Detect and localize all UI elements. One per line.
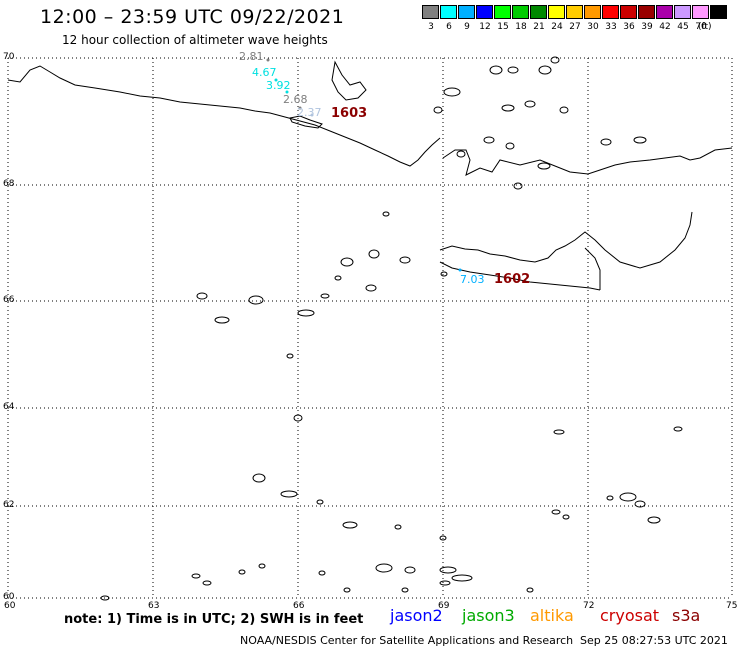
legend-value-label: 39 (641, 22, 653, 32)
legend-value-label: 3 (428, 22, 434, 32)
legend-swatch (422, 5, 439, 19)
lon-label-60: 60 (4, 601, 16, 611)
map-subtitle: 12 hour collection of altimeter wave hei… (62, 33, 328, 47)
legend-value-label: 6 (446, 22, 452, 32)
legend-swatch (458, 5, 475, 19)
lat-label-70: 70 (3, 52, 15, 62)
graticule (7, 57, 733, 599)
legend-swatch (602, 5, 619, 19)
lon-label-63: 63 (148, 601, 160, 611)
legend-unit: (ft) (698, 22, 712, 32)
lon-label-66: 66 (293, 601, 305, 611)
wave-height-label: 2.37 (297, 106, 322, 119)
legend-value-label: 12 (479, 22, 491, 32)
mission-jason3: jason3 (462, 606, 515, 625)
lakes (100, 56, 683, 601)
credit-line: NOAA/NESDIS Center for Satellite Applica… (240, 634, 574, 647)
map-title: 12:00 – 23:59 UTC 09/22/2021 (40, 6, 345, 28)
mission-cryosat: cryosat (600, 606, 660, 625)
altimeter-track (266, 58, 462, 272)
wave-height-label: 2.68 (283, 93, 308, 106)
legend-swatch (476, 5, 493, 19)
generated-timestamp: Sep 25 08:27:53 UTC 2021 (580, 634, 728, 647)
mission-s3a: s3a (672, 606, 701, 625)
legend-value-label: 15 (497, 22, 509, 32)
legend-value-label: 42 (659, 22, 671, 32)
legend-swatch (440, 5, 457, 19)
coastline (7, 60, 733, 291)
legend-value-label: 27 (569, 22, 581, 32)
legend-value-label: 18 (515, 22, 527, 32)
wave-height-label: 7.03 (460, 273, 485, 286)
wave-height-label: 2.81 (239, 50, 264, 63)
legend-swatch (692, 5, 709, 19)
observation-time-label: 1602 (494, 272, 531, 287)
ob-bay-west (584, 247, 601, 290)
legend-swatch (674, 5, 691, 19)
legend-swatch (584, 5, 601, 19)
observation-time-label: 1603 (331, 106, 368, 121)
legend-swatch (494, 5, 511, 19)
legend-value-label: 36 (623, 22, 635, 32)
mission-jason2: jason2 (390, 606, 443, 625)
mission-altika: altika (530, 606, 574, 625)
lat-label-64: 64 (3, 402, 15, 412)
lat-label-66: 66 (3, 295, 15, 305)
legend-value-label: 9 (464, 22, 470, 32)
lon-label-75: 75 (726, 601, 738, 611)
lat-label-62: 62 (3, 500, 15, 510)
lon-label-69: 69 (438, 601, 450, 611)
legend-value-label: 33 (605, 22, 617, 32)
legend-value-label: 21 (533, 22, 545, 32)
wave-height-label: 3.92 (266, 79, 291, 92)
legend-value-label: 70 (695, 22, 707, 32)
lon-label-72: 72 (583, 601, 595, 611)
gulf-coast (442, 147, 733, 176)
legend-swatch (620, 5, 637, 19)
north-coast (7, 65, 441, 167)
wave-height-label: 4.67 (252, 66, 277, 79)
legend-value-label: 45 (677, 22, 689, 32)
legend-swatch (530, 5, 547, 19)
legend-swatch (566, 5, 583, 19)
yamal-peninsula (331, 60, 367, 101)
legend-swatch (638, 5, 655, 19)
legend-swatch (548, 5, 565, 19)
units-note: note: 1) Time is in UTC; 2) SWH is in fe… (64, 612, 364, 627)
lat-label-68: 68 (3, 179, 15, 189)
legend-value-label: 30 (587, 22, 599, 32)
lat-label-60: 60 (3, 592, 15, 602)
east-coast (439, 211, 693, 269)
legend-swatch (656, 5, 673, 19)
legend-swatch (710, 5, 727, 19)
legend-value-label: 24 (551, 22, 563, 32)
legend-swatch (512, 5, 529, 19)
